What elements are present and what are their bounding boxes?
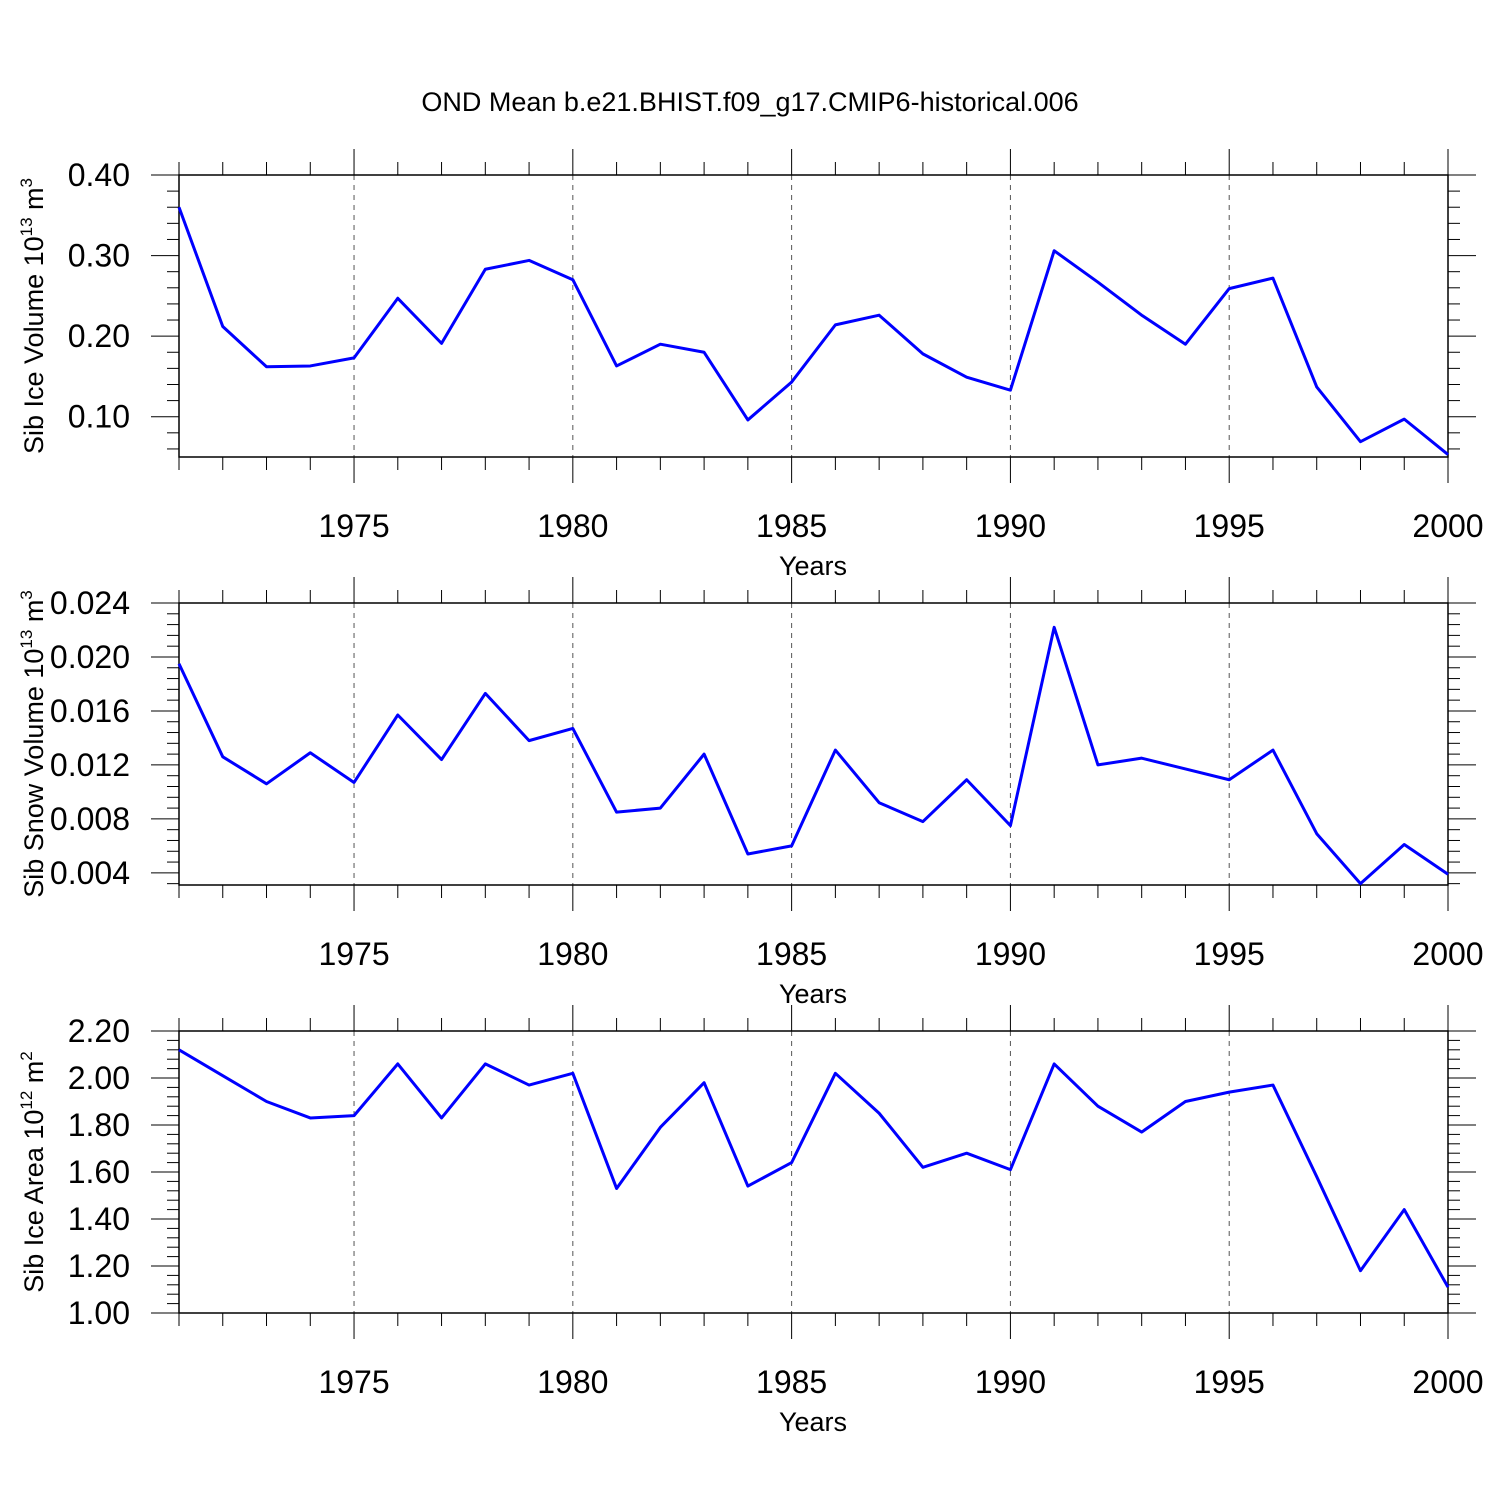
plot-frame bbox=[178, 602, 1449, 886]
x-tick-label: 2000 bbox=[1412, 1364, 1483, 1400]
x-axis-label: Years bbox=[779, 551, 847, 581]
y-tick-label: 0.024 bbox=[50, 585, 130, 621]
y-tick-label: 0.40 bbox=[68, 157, 130, 193]
x-tick-label: 1975 bbox=[318, 936, 389, 972]
series-line bbox=[177, 625, 1449, 886]
x-tick-label: 2000 bbox=[1412, 508, 1483, 544]
x-tick-label: 2000 bbox=[1412, 936, 1483, 972]
y-tick-label: 0.012 bbox=[50, 747, 130, 783]
x-tick-label: 1980 bbox=[537, 1364, 608, 1400]
y-tick-label: 2.00 bbox=[68, 1060, 130, 1096]
x-tick-label: 1985 bbox=[756, 508, 827, 544]
series-line bbox=[177, 206, 1449, 456]
y-tick-label: 1.80 bbox=[68, 1107, 130, 1143]
y-axis-label: Sib Ice Area 1012 m2 bbox=[17, 1051, 49, 1293]
series-line bbox=[178, 1048, 1450, 1288]
y-tick-label: 1.40 bbox=[68, 1201, 130, 1237]
x-tick-label: 1985 bbox=[756, 936, 827, 972]
x-tick-label: 1975 bbox=[318, 1364, 389, 1400]
y-axis-label: Sib Ice Volume 1013 m3 bbox=[17, 178, 49, 454]
x-tick-label: 1995 bbox=[1194, 1364, 1265, 1400]
y-tick-label: 0.30 bbox=[68, 238, 130, 274]
x-axis-label: Years bbox=[779, 1407, 847, 1437]
y-tick-label: 0.004 bbox=[50, 855, 130, 891]
y-tick-label: 1.00 bbox=[68, 1295, 130, 1331]
x-tick-label: 1995 bbox=[1194, 936, 1265, 972]
x-tick-label: 1985 bbox=[756, 1364, 827, 1400]
y-tick-label: 1.60 bbox=[68, 1154, 130, 1190]
plot-frame bbox=[178, 1030, 1449, 1314]
y-tick-label: 1.20 bbox=[68, 1248, 130, 1284]
y-tick-label: 0.016 bbox=[50, 693, 130, 729]
y-tick-label: 0.20 bbox=[68, 318, 130, 354]
figure-title: OND Mean b.e21.BHIST.f09_g17.CMIP6-histo… bbox=[421, 87, 1078, 117]
x-tick-label: 1980 bbox=[537, 936, 608, 972]
panel-1: 0.10 0.20 0.30 0.40 1975 1980 1985 1990 1995 2000… bbox=[17, 149, 1484, 581]
x-tick-label: 1990 bbox=[975, 508, 1046, 544]
x-tick-label: 1990 bbox=[975, 936, 1046, 972]
plot-frame bbox=[178, 174, 1449, 458]
chart-panels: 0.10 0.20 0.30 0.40 1975 1980 1985 1990 1995 2000… bbox=[17, 149, 1484, 1437]
y-tick-label: 0.10 bbox=[68, 399, 130, 435]
panel-2: 0.004 0.008 0.012 0.016 0.020 0.024 1975 1980 19… bbox=[17, 577, 1484, 1009]
y-tick-label: 0.020 bbox=[50, 639, 130, 675]
y-axis-label: Sib Snow Volume 1013 m3 bbox=[17, 590, 49, 898]
x-tick-label: 1990 bbox=[975, 1364, 1046, 1400]
y-tick-label: 0.008 bbox=[50, 801, 130, 837]
x-tick-label: 1980 bbox=[537, 508, 608, 544]
x-tick-label: 1995 bbox=[1194, 508, 1265, 544]
panel-3: 1.00 1.20 1.40 1.60 1.80 2.00 2.20 1975 1980 1985… bbox=[17, 1005, 1484, 1437]
y-tick-label: 2.20 bbox=[68, 1013, 130, 1049]
x-axis-label: Years bbox=[779, 979, 847, 1009]
x-tick-label: 1975 bbox=[318, 508, 389, 544]
